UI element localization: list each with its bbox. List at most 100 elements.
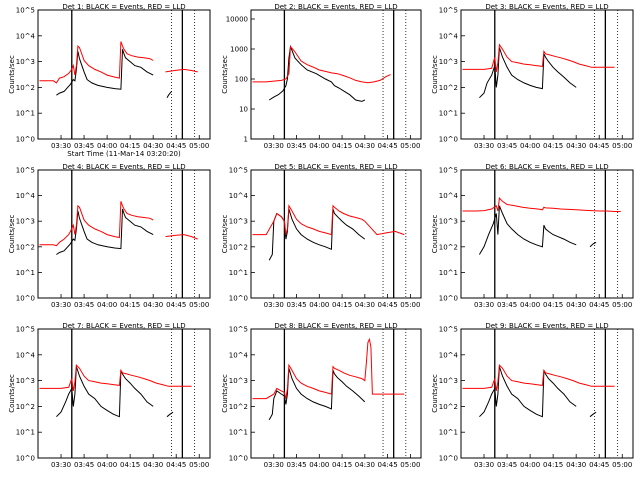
y-tick-label: 10^3 <box>439 377 458 385</box>
x-tick-label: 04:15 <box>120 461 140 469</box>
x-tick-label: 03:30 <box>264 301 284 309</box>
y-tick-label: 10^5 <box>439 167 458 175</box>
y-axis-label: Counts/sec <box>8 374 16 413</box>
y-tick-label: 10^3 <box>229 377 248 385</box>
plot-frame <box>460 328 634 459</box>
y-tick-label: 10^2 <box>16 243 35 251</box>
x-tick-label: 03:30 <box>474 142 494 150</box>
y-tick-label: 10^2 <box>439 403 458 411</box>
y-tick-label: 1000 <box>230 46 248 54</box>
y-tick-label: 10^2 <box>439 84 458 92</box>
y-tick-label: 10^3 <box>439 58 458 66</box>
x-tick-label: 04:00 <box>97 301 117 309</box>
y-tick-label: 10^4 <box>439 351 459 359</box>
x-tick-label: 03:30 <box>51 461 71 469</box>
y-tick-label: 100 <box>235 76 248 84</box>
x-tick-label: 04:15 <box>332 301 352 309</box>
x-tick-label: 03:45 <box>497 461 517 469</box>
x-tick-label: 03:30 <box>264 461 284 469</box>
y-tick-label: 10^5 <box>439 326 458 334</box>
y-tick-label: 10^0 <box>229 455 248 463</box>
x-tick-label: 04:15 <box>543 461 563 469</box>
x-tick-label: 04:45 <box>378 301 398 309</box>
y-tick-label: 10^1 <box>439 269 458 277</box>
y-tick-label: 10^5 <box>229 326 248 334</box>
x-tick-label: 04:45 <box>589 142 609 150</box>
y-tick-label: 10 <box>239 106 248 114</box>
lld-series-2 <box>462 196 621 212</box>
y-tick-label: 10^1 <box>16 110 35 118</box>
y-tick-label: 10^4 <box>16 351 36 359</box>
x-tick-label: 05:00 <box>189 461 209 469</box>
lld-series-1 <box>39 201 154 247</box>
lld-series-2 <box>165 234 198 240</box>
chart-title: Det 9: BLACK = Events, RED = LLD <box>485 322 608 330</box>
events-series-1 <box>589 241 597 248</box>
y-tick-label: 10^5 <box>16 7 35 15</box>
plot-frame <box>250 169 422 299</box>
y-axis-label: Counts/sec <box>431 215 439 254</box>
x-tick-label: 05:00 <box>612 301 632 309</box>
x-tick-label: 03:45 <box>497 142 517 150</box>
x-tick-label: 04:45 <box>166 142 186 150</box>
y-tick-label: 10^3 <box>229 218 248 226</box>
chart-2: Det 2: BLACK = Events, RED = LLD 1 10 100 10… <box>221 3 422 150</box>
y-axis-label: Counts/sec <box>221 215 229 254</box>
events-series-0 <box>56 49 154 96</box>
y-axis-label: Counts/sec <box>221 55 229 94</box>
y-tick-label: 10^5 <box>16 326 35 334</box>
chart-title: Det 7: BLACK = Events, RED = LLD <box>62 322 185 330</box>
x-tick-label: 04:00 <box>309 301 329 309</box>
chart-title: Det 4: BLACK = Events, RED = LLD <box>62 163 185 171</box>
y-tick-label: 10^4 <box>229 192 249 200</box>
y-axis-label: Counts/sec <box>431 374 439 413</box>
x-tick-label: 03:30 <box>264 142 284 150</box>
x-tick-label: 04:45 <box>378 461 398 469</box>
x-tick-label: 05:00 <box>189 142 209 150</box>
x-tick-label: 03:45 <box>497 301 517 309</box>
y-tick-label: 10^0 <box>439 455 458 463</box>
x-tick-label: 04:15 <box>543 142 563 150</box>
y-tick-label: 10^0 <box>229 295 248 303</box>
lld-series-2 <box>39 363 192 391</box>
y-tick-label: 10^3 <box>16 58 35 66</box>
y-tick-label: 1 <box>244 136 248 144</box>
x-tick-label: 04:00 <box>520 142 540 150</box>
x-tick-label: 04:30 <box>566 301 586 309</box>
x-tick-label: 03:30 <box>51 301 71 309</box>
lld-series-1 <box>252 204 405 236</box>
lld-series-2 <box>39 41 154 84</box>
chart-9: Det 9: BLACK = Events, RED = LLD 10^0 10^1… <box>431 322 634 469</box>
x-tick-label: 04:30 <box>355 301 375 309</box>
x-tick-label: 04:00 <box>97 461 117 469</box>
events-series-0 <box>478 205 577 255</box>
events-series-0 <box>479 47 577 99</box>
x-tick-label: 04:45 <box>166 461 186 469</box>
x-tick-label: 05:00 <box>400 142 420 150</box>
y-tick-label: 10^0 <box>439 295 458 303</box>
y-tick-label: 10^0 <box>16 455 35 463</box>
chart-5: Det 5: BLACK = Events, RED = LLD 10^0 10^1… <box>221 163 422 309</box>
y-tick-label: 10^0 <box>16 136 35 144</box>
chart-7: Det 7: BLACK = Events, RED = LLD 10^0 10^1… <box>8 322 211 469</box>
events-series-0 <box>268 44 366 102</box>
chart-title: Det 5: BLACK = Events, RED = LLD <box>274 163 397 171</box>
y-tick-label: 10^3 <box>16 218 35 226</box>
x-tick-label: 04:15 <box>120 142 140 150</box>
y-tick-label: 10^5 <box>229 167 248 175</box>
y-tick-label: 10^1 <box>16 429 35 437</box>
y-tick-label: 10^1 <box>229 269 248 277</box>
x-tick-label: 03:45 <box>286 142 306 150</box>
chart-6: Det 6: BLACK = Events, RED = LLD 10^0 10^1… <box>431 163 634 309</box>
chart-8: Det 8: BLACK = Events, RED = LLD 10^0 10^1… <box>221 322 422 469</box>
events-series-0 <box>479 366 577 418</box>
x-tick-label: 04:30 <box>143 301 163 309</box>
y-tick-label: 10^5 <box>16 167 35 175</box>
y-tick-label: 10^2 <box>16 84 35 92</box>
y-tick-label: 10^3 <box>439 218 458 226</box>
events-series-1 <box>166 411 174 418</box>
x-tick-label: 03:45 <box>74 142 94 150</box>
x-tick-label: 03:45 <box>74 461 94 469</box>
